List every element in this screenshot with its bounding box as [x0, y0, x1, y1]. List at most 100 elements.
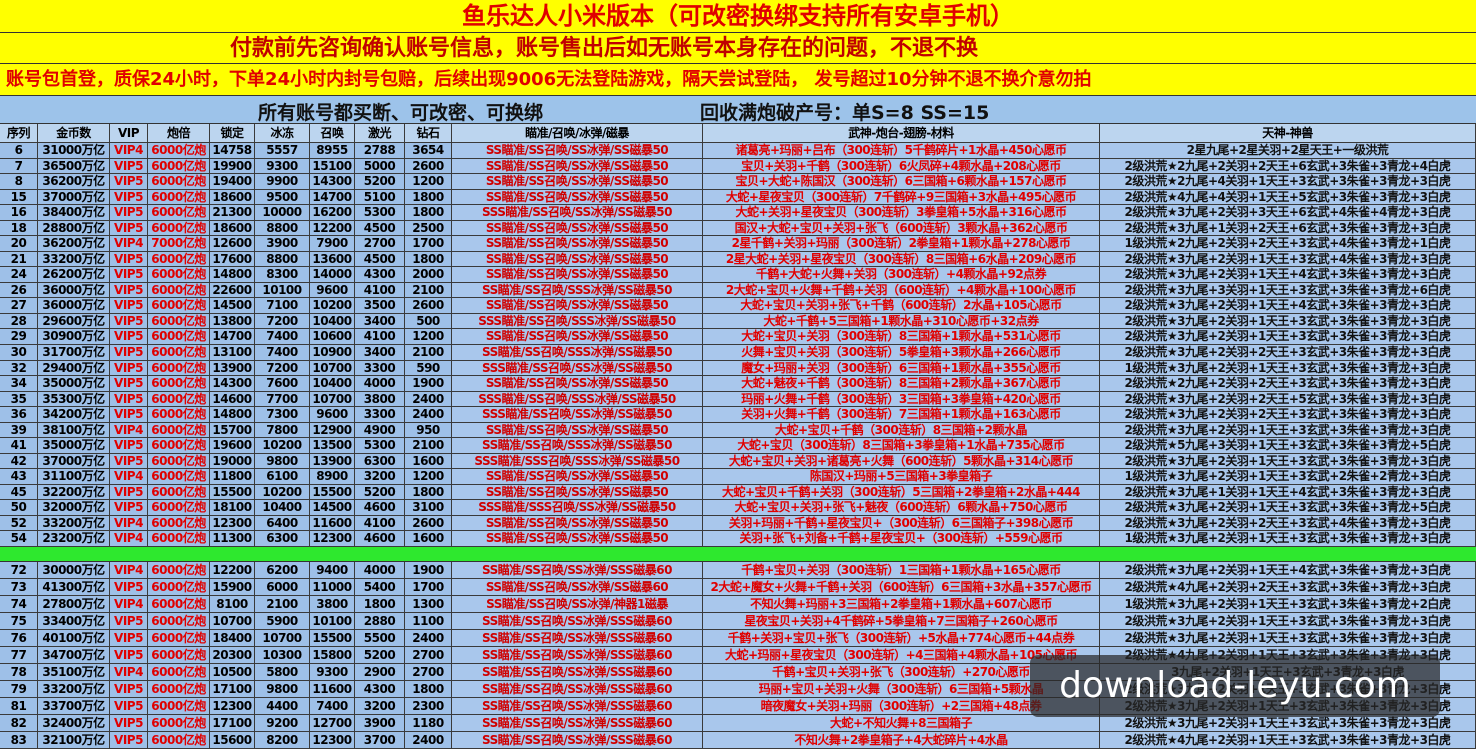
cell: 大蛇+玛丽+星夜宝贝（300连斩）+4三国箱+4颗水晶+105心愿币: [703, 647, 1100, 664]
column-header: 冰冻: [255, 124, 310, 143]
cell: 6000亿炮: [148, 251, 210, 268]
cell: 2级洪荒★3九尾+2关羽+1天王+4玄武+3朱雀+3青龙+3白虎: [1100, 562, 1476, 579]
cell: 关羽+火舞+千鹤（300连斩）7三国箱+1颗水晶+163心愿币: [703, 407, 1100, 423]
cell: 14758: [210, 143, 255, 159]
cell: 35000万亿: [38, 438, 110, 454]
cell: 26200万亿: [38, 267, 110, 283]
info-row: 所有账号都买断、可改密、可换绑 回收满炮破产号：单S=8 SS=15: [0, 96, 1476, 124]
cell: 2600: [405, 158, 452, 175]
cell: 18100: [210, 500, 255, 516]
cell: 28: [0, 313, 38, 330]
cell: 千鹤+大蛇+火舞+关羽（300连斩）+4颗水晶+92点券: [703, 267, 1100, 283]
cell: 1级洪荒★3九尾+2关羽+1天王+3玄武+3朱雀+3青龙+3白虎: [1100, 531, 1476, 547]
cell: 35100万亿: [38, 664, 110, 681]
cell: 4100: [355, 329, 405, 345]
cell: 24: [0, 267, 38, 283]
cell: 37000万亿: [38, 453, 110, 470]
cell: 35: [0, 391, 38, 408]
cell: 2星大蛇+关羽+星夜宝贝（300连斩）8三国箱+6水晶+209心愿币: [703, 251, 1100, 268]
cell: 6200: [255, 562, 310, 579]
cell: 36: [0, 407, 38, 423]
cell: VIP5: [110, 267, 148, 283]
cell: 8800: [255, 251, 310, 268]
cell: VIP5: [110, 391, 148, 408]
cell: VIP5: [110, 360, 148, 377]
cell: VIP4: [110, 515, 148, 532]
cell: 9800: [255, 453, 310, 470]
cell: 15500: [210, 484, 255, 501]
cell: 2级洪荒★3九尾+2关羽+1天王+4玄武+3朱雀+3青龙+3白虎: [1100, 267, 1476, 283]
cell: SS瞄准/SS召唤/SS冰弹/SS磁暴50: [452, 174, 703, 190]
cell: 5300: [355, 438, 405, 454]
cell: 11000: [310, 579, 355, 596]
cell: 6000亿炮: [148, 715, 210, 732]
cell: 6000亿炮: [148, 613, 210, 630]
cell: 5200: [355, 174, 405, 190]
cell: 大蛇+宝贝（300连斩）8三国箱+3拳皇箱+1水晶+735心愿币: [703, 438, 1100, 454]
cell: 4100: [355, 515, 405, 532]
cell: 6300: [355, 453, 405, 470]
cell: 15900: [210, 579, 255, 596]
cell: 2级洪荒★3九尾+2关羽+2天王+3玄武+4朱雀+3青龙+3白虎: [1100, 515, 1476, 532]
cell: 1700: [405, 579, 452, 596]
cell: 12600: [210, 236, 255, 252]
cell: 9600: [310, 282, 355, 299]
cell: 大蛇+宝贝+关羽+张飞+千鹤（600连斩）2水晶+105心愿币: [703, 298, 1100, 314]
cell: 10700: [310, 360, 355, 377]
cell: 6000亿炮: [148, 531, 210, 547]
cell: 不知火舞+2拳皇箱子+4大蛇碎片+4水晶: [703, 732, 1100, 749]
cell: 2级洪荒★3九尾+2关羽+2天王+3玄武+3朱雀+3青龙+3白虎: [1100, 345, 1476, 361]
cell: 3200: [355, 469, 405, 485]
cell: 4500: [355, 220, 405, 237]
cell: 2100: [405, 282, 452, 299]
cell: VIP5: [110, 313, 148, 330]
cell: 12300: [310, 531, 355, 547]
cell: 2级洪荒★3九尾+2关羽+1天王+3玄武+3朱雀+3青龙+3白虎: [1100, 630, 1476, 647]
cell: 1800: [355, 596, 405, 613]
cell: 13800: [210, 313, 255, 330]
cell: 5300: [355, 205, 405, 221]
cell: 33400万亿: [38, 613, 110, 630]
cell: 2100: [255, 596, 310, 613]
cell: 18400: [210, 630, 255, 647]
cell: 1300: [405, 596, 452, 613]
cell: 6000亿炮: [148, 664, 210, 681]
cell: 12200: [210, 562, 255, 579]
cell: 10500: [210, 664, 255, 681]
cell: 6000亿炮: [148, 205, 210, 221]
cell: 5900: [255, 613, 310, 630]
cell: 千鹤+宝贝+关羽+张飞（300连斩）+270心愿币: [703, 664, 1100, 681]
column-header: 武神-炮台-翅膀-材料: [703, 124, 1100, 143]
cell: 9300: [310, 664, 355, 681]
cell: 10700: [210, 613, 255, 630]
cell: 20300: [210, 647, 255, 664]
cell: 13500: [310, 438, 355, 454]
cell: 2大蛇+魔女+火舞+千鹤+关羽（600连斩）6三国箱+3水晶+357心愿币: [703, 579, 1100, 596]
column-header: VIP: [110, 124, 148, 143]
cell: 38400万亿: [38, 205, 110, 221]
cell: 大蛇+宝贝+关羽+张飞+魅夜（600连斩）6颗水晶+750心愿币: [703, 500, 1100, 516]
cell: 81: [0, 698, 38, 715]
cell: 1800: [405, 205, 452, 221]
cell: 魔女+玛丽+关羽（300连斩）6三国箱+1颗水晶+355心愿币: [703, 360, 1100, 377]
cell: 大蛇+千鹤+5三国箱+1颗水晶+310心愿币+32点券: [703, 313, 1100, 330]
cell: 4000: [355, 562, 405, 579]
cell: 31000万亿: [38, 143, 110, 159]
cell: SSS瞄准/SS召唤/SSS冰弹/SS磁暴50: [452, 391, 703, 408]
cell: 5400: [355, 579, 405, 596]
cell: 36000万亿: [38, 298, 110, 314]
cell: 5800: [255, 664, 310, 681]
cell: 诸葛亮+玛丽+吕布（300连斩）5千鹤碎片+1水晶+450心愿币: [703, 143, 1100, 159]
cell: SS瞄准/SS召唤/SS冰弹/SS磁暴50: [452, 267, 703, 283]
cell: 6000亿炮: [148, 329, 210, 345]
cell: 37000万亿: [38, 189, 110, 206]
cell: 国汉+大蛇+宝贝+关羽+张飞（600连斩）3颗水晶+362心愿币: [703, 220, 1100, 237]
cell: 17100: [210, 715, 255, 732]
cell: 11600: [310, 681, 355, 698]
cell: 16: [0, 205, 38, 221]
cell: 6000亿炮: [148, 453, 210, 470]
cell: 45: [0, 484, 38, 501]
cell: VIP5: [110, 681, 148, 698]
cell: 15500: [310, 630, 355, 647]
cell: 12300: [210, 698, 255, 715]
